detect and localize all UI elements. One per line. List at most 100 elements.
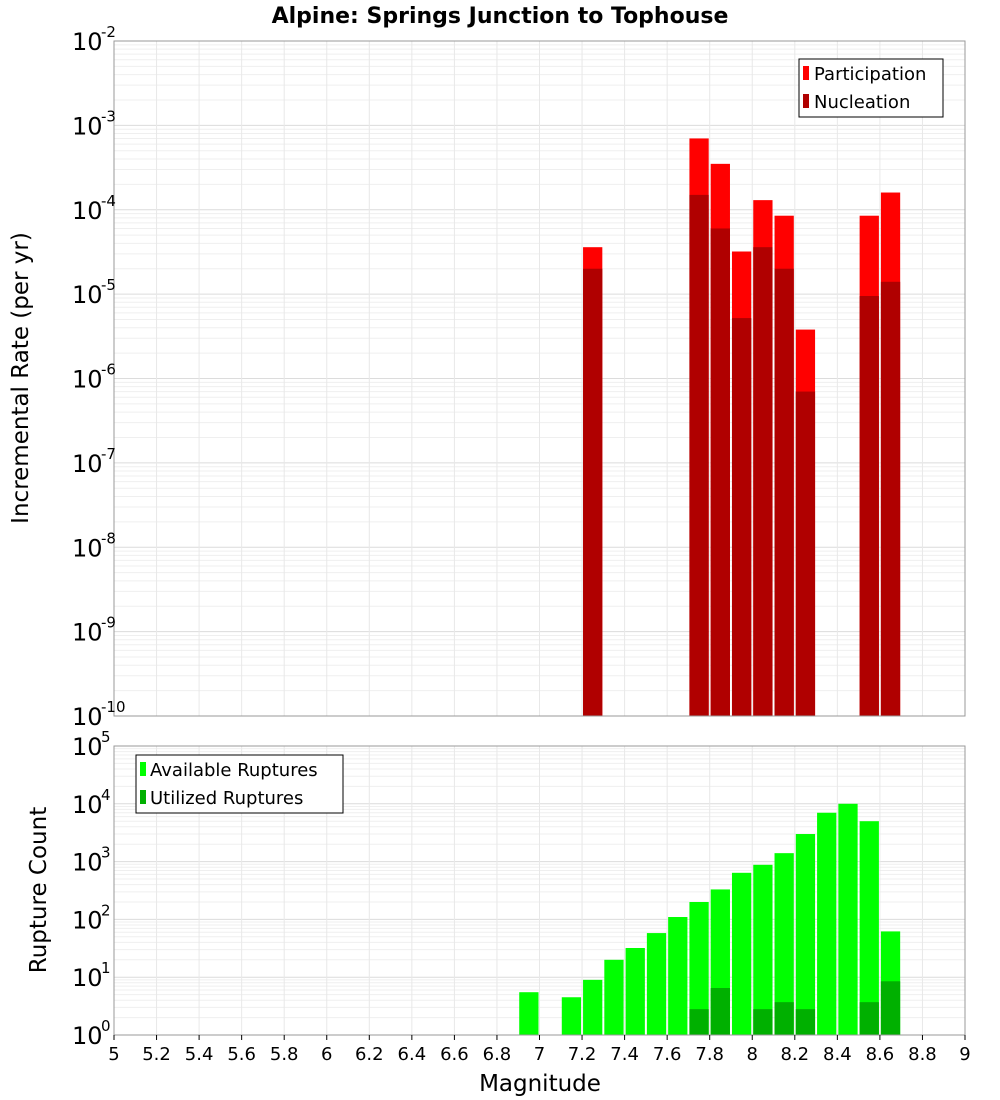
- count-primary-bar: [583, 979, 603, 1035]
- count-y-tick-exponent: 5: [101, 728, 111, 746]
- rate-y-tick-label: 10: [72, 28, 103, 56]
- count-primary-bar: [668, 917, 688, 1035]
- rate-y-tick-label: 10: [72, 366, 103, 394]
- legend-available-swatch: [140, 762, 146, 776]
- count-primary-bar: [561, 997, 582, 1035]
- count-y-tick-exponent: 1: [101, 959, 111, 977]
- x-tick-label: 7.2: [568, 1044, 597, 1065]
- legend-available-label: Available Ruptures: [150, 760, 318, 781]
- count-primary-bar: [838, 803, 858, 1035]
- count-primary-bar: [519, 992, 539, 1035]
- x-tick-label: 5.2: [142, 1044, 171, 1065]
- rate-y-tick-label: 10: [72, 112, 103, 140]
- count-secondary-bar: [689, 1009, 709, 1035]
- rate-secondary-bar: [710, 228, 730, 716]
- count-primary-bar: [795, 834, 816, 1035]
- count-secondary-bar: [710, 988, 730, 1035]
- rate-y-tick-label: 10: [72, 281, 103, 309]
- rate-plot-frame: [113, 40, 966, 717]
- count-secondary-bar: [859, 1002, 879, 1035]
- chart-title: Alpine: Springs Junction to Tophouse: [272, 4, 729, 29]
- x-tick-label: 5.6: [227, 1044, 256, 1065]
- count-y-tick-exponent: 2: [101, 901, 111, 919]
- x-axis-label: Magnitude: [479, 1071, 601, 1097]
- legend-participation-swatch: [803, 66, 809, 80]
- rate-secondary-bar: [689, 194, 709, 716]
- rate-y-tick-label: 10: [72, 703, 103, 731]
- count-y-tick-exponent: 3: [101, 844, 111, 862]
- x-tick-label: 7.8: [695, 1044, 724, 1065]
- rate-secondary-bar: [583, 268, 603, 716]
- x-tick-label: 8.6: [866, 1044, 895, 1065]
- x-tick-label: 7: [534, 1044, 545, 1065]
- rate-y-axis-label: Incremental Rate (per yr): [8, 232, 34, 524]
- count-secondary-bar: [880, 981, 901, 1035]
- count-x-ticks: 5 5.2 5.4 5.6 5.8 6 6.2 6.4 6.6 6.8 7 7.2 7.4 7.6 7.8 8…: [108, 1035, 971, 1065]
- count-y-tick-exponent: 0: [101, 1017, 111, 1035]
- count-y-tick-exponent: 4: [101, 786, 111, 804]
- count-bars: [519, 803, 901, 1035]
- rate-secondary-bar: [753, 247, 773, 716]
- count-legend: Available Ruptures Utilized Ruptures: [135, 754, 344, 814]
- count-primary-bar: [731, 872, 752, 1035]
- rate-y-tick-label: 10: [72, 619, 103, 647]
- legend-nucleation-swatch: [803, 94, 809, 108]
- count-y-tick-label: 10: [72, 733, 103, 761]
- rate-y-tick-exponent: -9: [101, 614, 116, 632]
- rate-y-tick-label: 10: [72, 450, 103, 478]
- rate-y-tick-exponent: -5: [101, 276, 116, 294]
- count-primary-bar: [604, 959, 624, 1035]
- count-primary-bar: [774, 853, 794, 1035]
- count-y-tick-label: 10: [72, 964, 103, 992]
- x-tick-label: 8.2: [780, 1044, 809, 1065]
- count-secondary-bar: [753, 1009, 773, 1035]
- count-secondary-bar: [774, 1002, 794, 1035]
- rate-secondary-bar: [774, 268, 794, 716]
- count-y-tick-label: 10: [72, 849, 103, 877]
- x-tick-label: 8.8: [908, 1044, 937, 1065]
- legend-participation-label: Participation: [814, 64, 926, 85]
- rate-y-tick-exponent: -6: [101, 361, 116, 379]
- rate-secondary-bar: [795, 391, 816, 716]
- count-primary-bar: [625, 948, 645, 1035]
- x-tick-label: 9: [959, 1044, 970, 1065]
- count-y-axis-label: Rupture Count: [26, 807, 52, 973]
- rate-grid: [114, 41, 965, 717]
- rate-bars: [583, 138, 901, 717]
- rate-y-tick-label: 10: [72, 534, 103, 562]
- rate-y-tick-exponent: -2: [101, 23, 116, 41]
- x-tick-label: 5.8: [270, 1044, 299, 1065]
- x-tick-label: 5: [108, 1044, 119, 1065]
- x-tick-label: 6.2: [355, 1044, 384, 1065]
- count-secondary-bar: [795, 1009, 816, 1035]
- rate-secondary-bar: [880, 281, 901, 716]
- x-tick-label: 6.4: [398, 1044, 427, 1065]
- legend-nucleation-label: Nucleation: [814, 92, 910, 113]
- x-tick-label: 7.4: [610, 1044, 639, 1065]
- x-tick-label: 6: [321, 1044, 332, 1065]
- rate-secondary-bar: [859, 296, 879, 716]
- rate-y-tick-exponent: -10: [101, 698, 126, 716]
- rate-y-tick-exponent: -3: [101, 107, 116, 125]
- count-primary-bar: [646, 933, 667, 1035]
- x-tick-label: 7.6: [653, 1044, 682, 1065]
- x-tick-label: 8.4: [823, 1044, 852, 1065]
- x-tick-label: 6.6: [440, 1044, 469, 1065]
- rate-y-tick-exponent: -7: [101, 445, 116, 463]
- rate-secondary-bar: [731, 318, 752, 716]
- count-y-tick-label: 10: [72, 1022, 103, 1050]
- count-primary-bar: [859, 821, 879, 1035]
- rate-y-tick-exponent: -4: [101, 192, 116, 210]
- count-y-tick-label: 10: [72, 906, 103, 934]
- legend-utilized-label: Utilized Ruptures: [150, 788, 303, 809]
- rate-legend-box: [798, 58, 944, 118]
- legend-utilized-swatch: [140, 790, 146, 804]
- count-primary-bar: [817, 812, 837, 1035]
- x-tick-label: 5.4: [185, 1044, 214, 1065]
- count-primary-bar: [689, 902, 709, 1035]
- x-tick-label: 8: [747, 1044, 758, 1065]
